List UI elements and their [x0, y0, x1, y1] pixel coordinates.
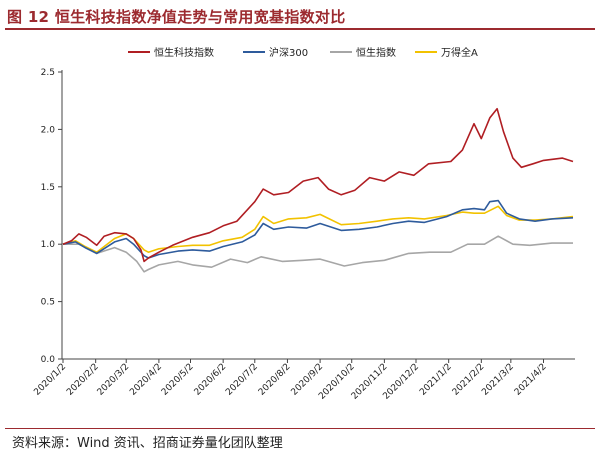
x-tick-label: 2020/8/2	[257, 362, 293, 398]
x-tick-label: 2021/3/2	[480, 362, 516, 398]
chart-legend: 恒生科技指数 沪深300 恒生指数 万得全A	[128, 46, 478, 59]
x-tick-label: 2021/1/2	[418, 362, 454, 398]
series-line-2	[63, 235, 573, 273]
y-tick-label: 0.0	[41, 355, 56, 365]
y-tick-label: 2.5	[41, 68, 55, 78]
figure-title-bar: 图 12 恒生科技指数净值走势与常用宽基指数对比	[5, 4, 595, 30]
legend-label: 恒生指数	[356, 46, 396, 59]
y-tick-label: 0.5	[41, 298, 55, 308]
figure-title: 图 12 恒生科技指数净值走势与常用宽基指数对比	[7, 8, 346, 26]
legend-label: 恒生科技指数	[154, 46, 214, 59]
series-line-0	[62, 107, 574, 263]
series-line-3	[62, 205, 574, 253]
series-line-1	[62, 199, 574, 259]
chart-series-lines	[62, 107, 574, 273]
source-divider	[5, 428, 595, 429]
x-tick-label: 2021/4/2	[513, 362, 549, 398]
x-tick-label: 2020/2/2	[65, 362, 101, 398]
y-tick-label: 2.0	[41, 125, 56, 135]
x-tick-label: 2020/1/2	[32, 362, 68, 398]
x-tick-label: 2020/4/2	[128, 362, 164, 398]
x-tick-label: 2020/5/2	[160, 362, 196, 398]
chart-axes: 0.0 0.5 1.0 1.5 2.0 2.5 2020/1/22020/2/22020/3…	[32, 68, 575, 402]
y-tick-label: 1.0	[41, 240, 56, 250]
x-tick-label: 2020/3/2	[96, 362, 132, 398]
legend-label: 沪深300	[269, 46, 308, 59]
legend-label: 万得全A	[441, 46, 478, 59]
x-tick-label: 2020/6/2	[193, 362, 229, 398]
source-note: 资料来源：Wind 资讯、招商证券量化团队整理	[12, 436, 283, 451]
x-tick-label: 2020/7/2	[224, 362, 260, 398]
y-tick-label: 1.5	[41, 183, 55, 193]
